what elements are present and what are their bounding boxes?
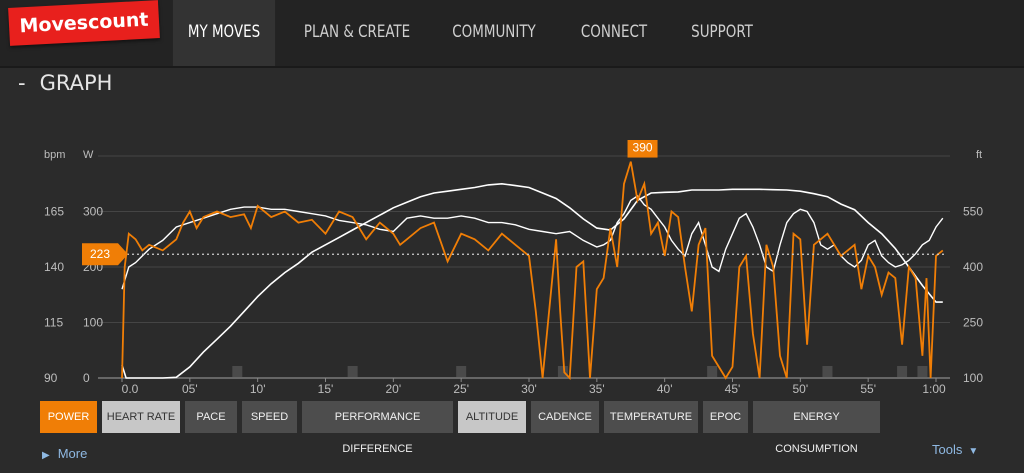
toggle-temperature-button[interactable]: TEMPERATURE: [604, 401, 698, 433]
expand-triangle-icon: ▶: [42, 450, 50, 461]
nav-connect[interactable]: CONNECT: [580, 22, 648, 42]
grid-lines: [98, 155, 950, 379]
svg-text:223: 223: [90, 247, 110, 261]
nav-plan-create[interactable]: PLAN & CREATE: [303, 22, 411, 42]
max-power-tag: [627, 140, 658, 158]
time-tick-label: 05': [182, 382, 198, 396]
time-tick-label: 25': [453, 382, 469, 396]
average-power-marker[interactable]: 223: [82, 243, 128, 266]
bpm-tick-label: 165: [44, 205, 64, 219]
toggle-pace-button[interactable]: PACE: [185, 401, 237, 433]
ft-tick-label: 250: [963, 316, 983, 330]
altitude-line: [121, 182, 943, 379]
time-tick-label: 50': [793, 382, 809, 396]
lap-marker: [232, 366, 243, 377]
left-axis-unit-watt: W: [83, 149, 94, 161]
ft-tick-label: 400: [963, 260, 983, 274]
time-tick-label: 20': [386, 382, 402, 396]
ft-tick-label: 550: [963, 205, 983, 219]
lap-marker: [822, 366, 833, 377]
bpm-tick-label: 140: [44, 260, 64, 274]
graph-section-header[interactable]: - GRAPH: [18, 68, 112, 98]
time-tick-label: 0.0: [122, 382, 139, 396]
max-power-marker[interactable]: 390: [627, 140, 658, 158]
toggle-epoc-button[interactable]: EPOC: [703, 401, 748, 433]
section-title: GRAPH: [39, 71, 113, 95]
left-axis: bpm W: [44, 149, 94, 161]
nav-community[interactable]: COMMUNITY: [452, 22, 536, 42]
lap-marker: [557, 366, 568, 377]
average-power-tag: [82, 243, 128, 266]
heart-rate-line: [121, 195, 944, 290]
time-tick-label: 45': [725, 382, 741, 396]
watt-tick-label: 300: [83, 205, 103, 219]
collapse-toggle[interactable]: -: [18, 71, 26, 95]
toggle-performance-difference-button[interactable]: PERFORMANCE DIFFERENCE: [302, 401, 453, 455]
tools-dropdown[interactable]: Tools ▼: [932, 442, 979, 457]
more-link[interactable]: ▶ More: [42, 446, 88, 461]
time-tick-label: 10': [250, 382, 266, 396]
time-tick-label: 15': [318, 382, 334, 396]
svg-text:390: 390: [633, 141, 653, 155]
toggle-speed-button[interactable]: SPEED: [242, 401, 297, 433]
left-axis-unit-bpm: bpm: [44, 149, 65, 161]
movescount-logo[interactable]: Movescount: [8, 0, 160, 46]
nav-my-moves[interactable]: MY MOVES: [172, 0, 276, 66]
lap-marker: [707, 366, 718, 377]
nav-divider: [0, 66, 1024, 68]
toggle-energy-consumption-button[interactable]: ENERGY CONSUMPTION: [753, 401, 880, 455]
nav-support[interactable]: SUPPORT: [691, 22, 753, 42]
toggle-altitude-button[interactable]: ALTITUDE: [458, 401, 526, 433]
lap-marker: [456, 366, 467, 377]
watt-tick-label: 0: [83, 371, 90, 385]
chevron-down-icon: ▼: [968, 446, 979, 457]
power-line: [121, 161, 944, 381]
lap-marker: [347, 366, 358, 377]
toggle-cadence-button[interactable]: CADENCE: [531, 401, 599, 433]
top-navigation: Movescount MY MOVES PLAN & CREATE COMMUN…: [0, 0, 1024, 66]
toggle-power-button[interactable]: POWER: [40, 401, 97, 433]
time-tick-label: 1:00: [922, 382, 946, 396]
watt-tick-label: 100: [83, 316, 103, 330]
time-tick-label: 30': [521, 382, 537, 396]
lap-marker: [897, 366, 908, 377]
time-tick-label: 40': [657, 382, 673, 396]
lap-marker: [917, 366, 928, 377]
time-tick-label: 55': [860, 382, 876, 396]
bpm-tick-label: 115: [44, 316, 63, 330]
bpm-tick-label: 90: [44, 371, 58, 385]
lap-markers: [232, 366, 928, 377]
ft-tick-label: 100: [963, 371, 983, 385]
time-tick-label: 35': [589, 382, 605, 396]
toggle-heart-rate-button[interactable]: HEART RATE: [102, 401, 180, 433]
workout-graph[interactable]: bpm W ft 1651401159030020010005504002501…: [0, 140, 1024, 396]
right-axis-unit-ft: ft: [976, 149, 982, 161]
